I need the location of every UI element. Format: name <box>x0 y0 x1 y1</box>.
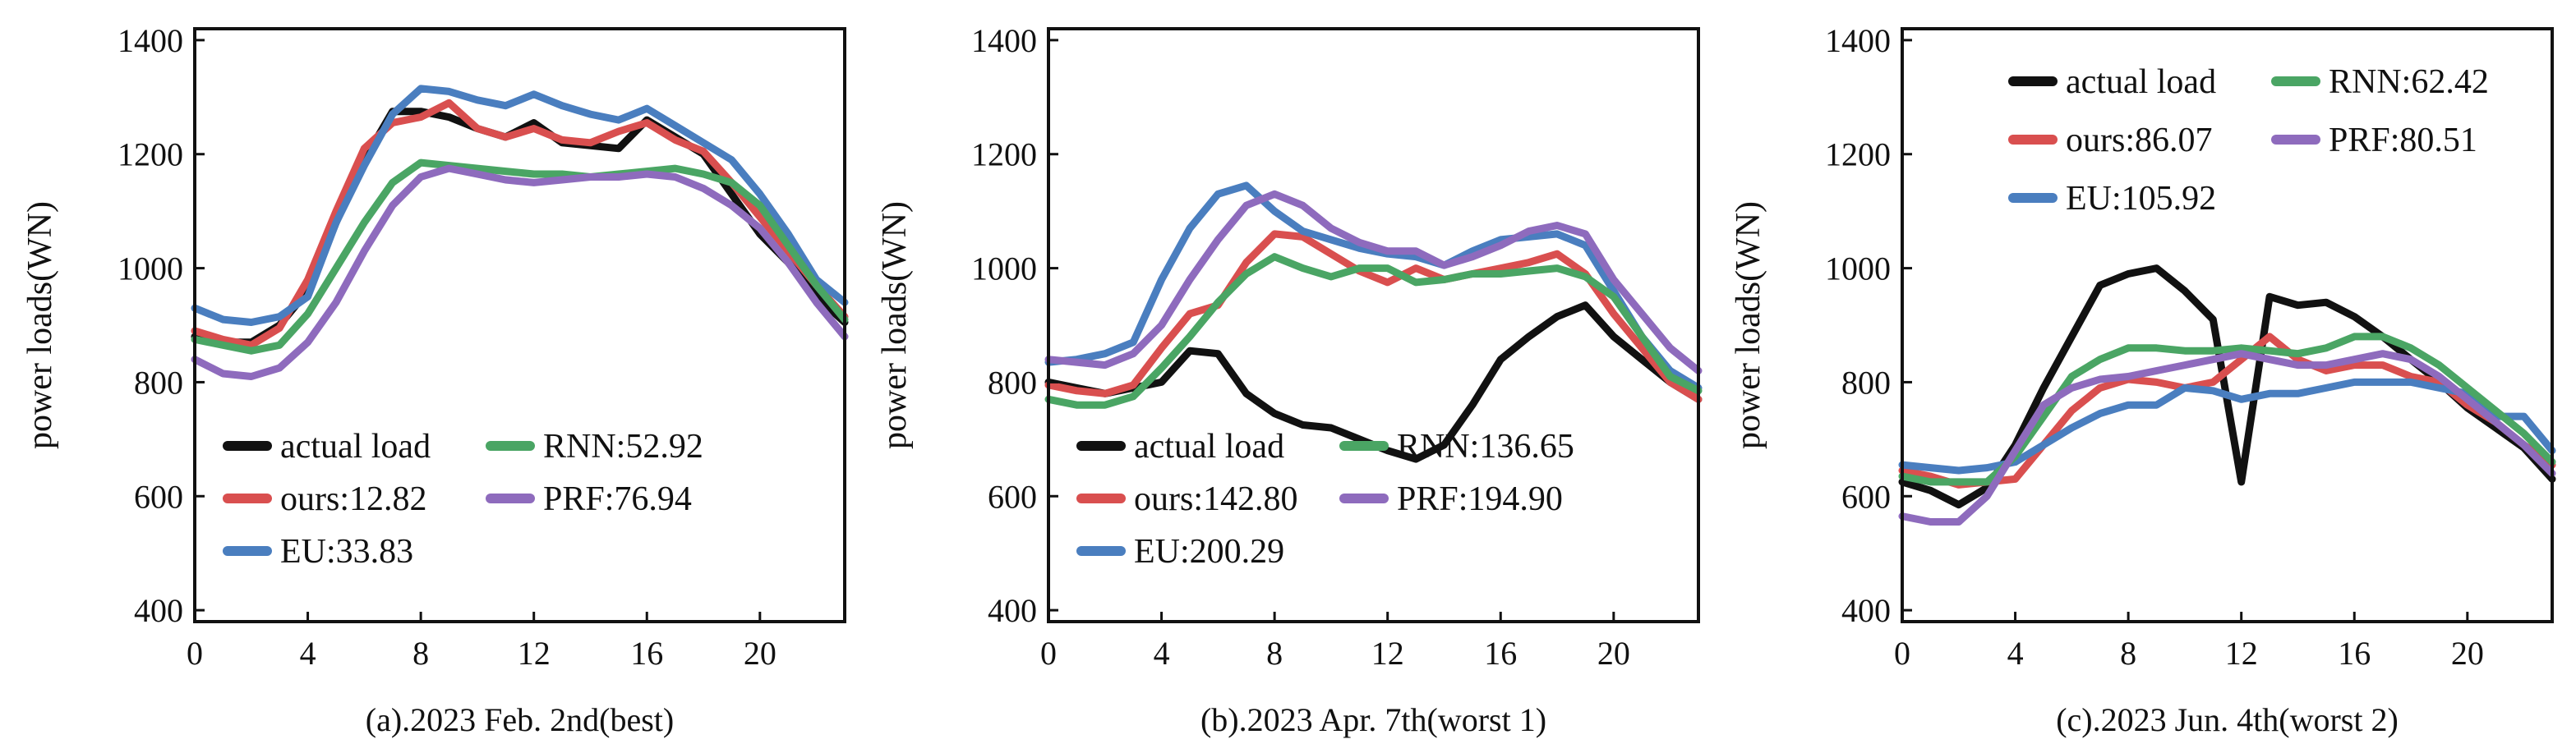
y-axis-label: power loads(WN) <box>1730 201 1767 449</box>
panel-caption: (b).2023 Apr. 7th(worst 1) <box>1200 701 1546 738</box>
panel-a: 0 4 8 12 16 20 400 600 800 1000 1200 1400 power load… <box>21 22 849 738</box>
x-tick-label: 12 <box>2225 635 2258 672</box>
y-tick-label: 600 <box>1841 478 1891 515</box>
series-line-prf <box>1044 190 1703 374</box>
y-tick-label: 1200 <box>971 136 1037 173</box>
x-tick-label: 16 <box>2338 635 2371 672</box>
x-tick-label: 4 <box>2007 635 2024 672</box>
y-axis-label: power loads(WN) <box>21 201 59 449</box>
y-tick-label: 1000 <box>1825 250 1891 287</box>
panel-caption: (a).2023 Feb. 2nd(best) <box>366 701 674 738</box>
y-tick-label: 800 <box>1841 364 1891 401</box>
series-line-eu <box>1044 181 1703 392</box>
y-tick-label: 400 <box>988 592 1037 629</box>
y-tick-label: 800 <box>988 364 1037 401</box>
x-tick-label: 0 <box>1040 635 1057 672</box>
y-tick-label: 1000 <box>971 250 1037 287</box>
y-tick-label: 1200 <box>1825 136 1891 173</box>
x-tick-label: 8 <box>2120 635 2136 672</box>
y-tick-label: 1400 <box>1825 22 1891 59</box>
y-tick-label: 600 <box>134 478 183 515</box>
x-tick-label: 4 <box>1154 635 1170 672</box>
x-tick-label: 16 <box>1484 635 1517 672</box>
legend-label-actual-load: actual load <box>2066 63 2216 101</box>
x-tick-label: 12 <box>518 635 551 672</box>
legend-label-rnn: RNN:52.92 <box>543 428 703 466</box>
y-axis-label: power loads(WN) <box>876 201 914 449</box>
plot-frame <box>193 27 846 623</box>
series-line-prf <box>1898 350 2556 526</box>
series-line-rnn <box>191 158 849 355</box>
legend-label-prf: PRF:80.51 <box>2329 122 2477 159</box>
legend-label-eu: EU:33.83 <box>280 533 413 571</box>
y-tick-label: 600 <box>988 478 1037 515</box>
legend-label-ours: ours:86.07 <box>2066 122 2213 159</box>
y-tick-label: 400 <box>134 592 183 629</box>
legend-label-actual-load: actual load <box>1134 428 1284 466</box>
legend-label-prf: PRF:76.94 <box>543 480 692 518</box>
y-tick-label: 800 <box>134 364 183 401</box>
x-tick-label: 8 <box>412 635 429 672</box>
x-tick-label: 0 <box>1894 635 1910 672</box>
legend-label-rnn: RNN:136.65 <box>1397 428 1574 466</box>
legend-label-eu: EU:200.29 <box>1134 533 1284 571</box>
y-tick-label: 1400 <box>118 22 183 59</box>
x-tick-label: 20 <box>744 635 776 672</box>
y-tick-label: 1400 <box>971 22 1037 59</box>
y-tick-label: 400 <box>1841 592 1891 629</box>
x-tick-label: 16 <box>630 635 663 672</box>
legend-label-prf: PRF:194.90 <box>1397 480 1563 518</box>
x-tick-label: 12 <box>1371 635 1404 672</box>
x-tick-label: 20 <box>1597 635 1630 672</box>
panel-caption: (c).2023 Jun. 4th(worst 2) <box>2056 701 2399 738</box>
legend-label-actual-load: actual load <box>280 428 431 466</box>
legend-label-eu: EU:105.92 <box>2066 180 2216 218</box>
y-tick-label: 1000 <box>118 250 183 287</box>
legend-label-ours: ours:12.82 <box>280 480 427 518</box>
legend-label-ours: ours:142.80 <box>1134 480 1298 518</box>
series-line-rnn <box>1044 253 1703 409</box>
series-line-prf <box>191 164 849 380</box>
x-tick-label: 8 <box>1266 635 1283 672</box>
plot-frame <box>1047 27 1700 623</box>
x-tick-label: 0 <box>187 635 203 672</box>
legend-label-rnn: RNN:62.42 <box>2329 63 2489 101</box>
panel-b: 0 4 8 12 16 20 400 600 800 1000 1200 1400 power load… <box>876 22 1703 738</box>
plot-frame <box>1901 27 2554 623</box>
x-tick-label: 4 <box>300 635 316 672</box>
series-line-eu <box>191 85 849 326</box>
panel-c: 0 4 8 12 16 20 400 600 800 1000 1200 1400 power load… <box>1730 22 2556 738</box>
x-tick-label: 20 <box>2451 635 2484 672</box>
y-tick-label: 1200 <box>118 136 183 173</box>
